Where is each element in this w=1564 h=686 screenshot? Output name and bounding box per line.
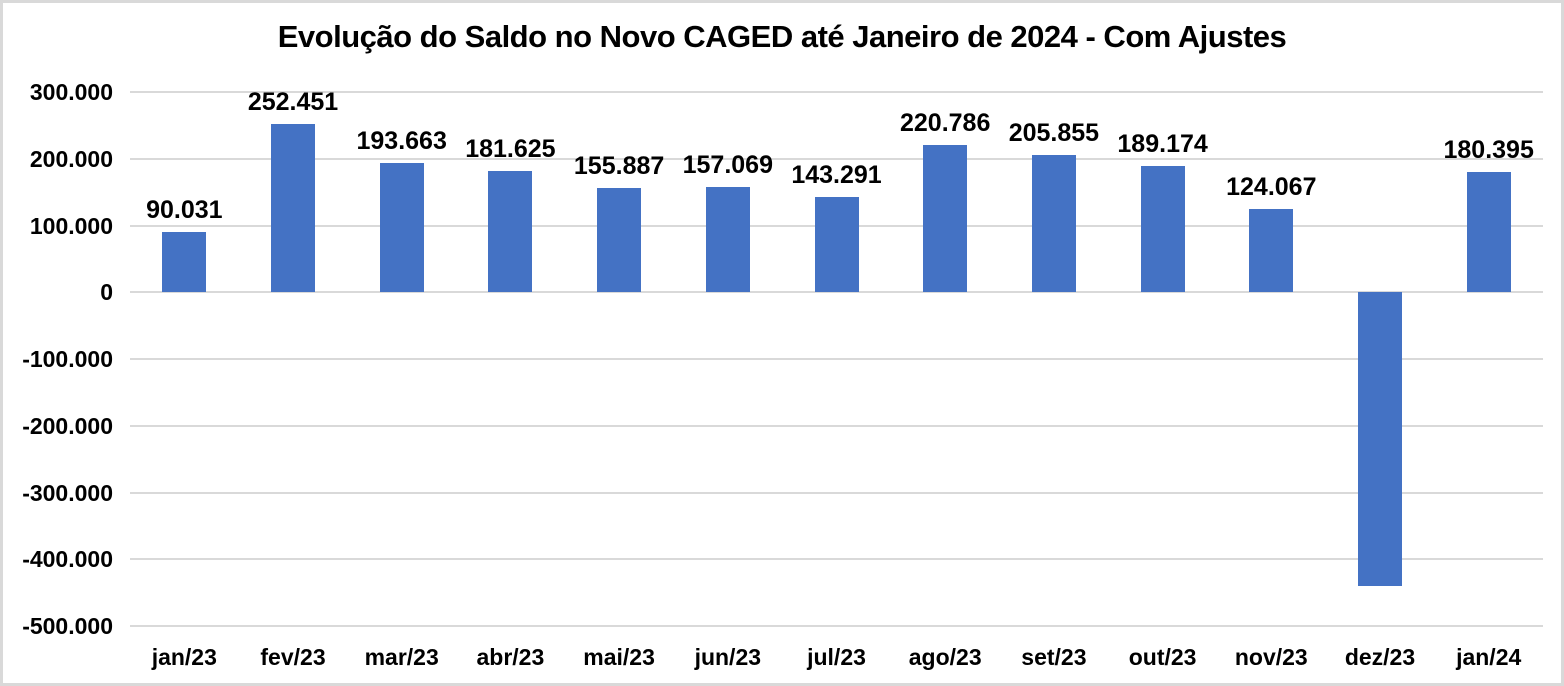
- gridline: [130, 424, 1543, 427]
- x-axis-category-label: mai/23: [583, 644, 655, 670]
- bar-dez-23: [1358, 292, 1402, 586]
- data-label: 193.663: [356, 127, 447, 155]
- x-axis-category-label: nov/23: [1234, 644, 1308, 670]
- data-label: 252.451: [247, 87, 339, 116]
- data-label: 90.031: [146, 196, 223, 225]
- chart-title: Evolução do Saldo no Novo CAGED até Jane…: [277, 19, 1287, 54]
- y-axis-tick-label: -100.000: [22, 346, 113, 372]
- x-axis-category-label: jul/23: [807, 644, 866, 670]
- data-label: 189.174: [1117, 130, 1208, 158]
- x-axis-category-label: abr/23: [476, 644, 545, 670]
- x-axis-category-label: jan/23: [151, 644, 217, 670]
- y-axis-tick-label: -400.000: [22, 546, 113, 573]
- y-axis-tick-label: 0: [100, 279, 113, 306]
- y-axis-tick-label: -200.000: [22, 412, 113, 439]
- data-label: 181.625: [465, 135, 556, 163]
- x-axis-category-label: dez/23: [1344, 644, 1416, 670]
- bar-set-23: [1031, 154, 1076, 293]
- data-label: 180.395: [1443, 135, 1534, 164]
- x-axis-category-label: mar/23: [364, 644, 439, 670]
- bar-jun-23: [705, 187, 750, 293]
- x-axis-category-label: set/23: [1021, 644, 1087, 670]
- bar-mar-23: [379, 163, 424, 293]
- x-axis-category-label: ago/23: [908, 644, 982, 670]
- bar-fev-23: [271, 123, 315, 293]
- y-axis-tick-label: 300.000: [29, 79, 113, 105]
- data-label: 155.887: [573, 152, 665, 181]
- data-label: 205.855: [1008, 118, 1100, 147]
- x-axis-category-label: fev/23: [260, 644, 326, 670]
- y-axis-tick-label: 200.000: [29, 145, 113, 172]
- gridline: [130, 291, 1543, 294]
- y-axis-tick-label: -500.000: [22, 613, 113, 639]
- y-axis-tick-label: 100.000: [29, 212, 113, 239]
- bar-jul-23: [814, 196, 859, 293]
- data-label: 124.067: [1226, 173, 1317, 202]
- bar-jan-24: [1466, 171, 1511, 293]
- gridline: [130, 91, 1543, 93]
- bar-nov-23: [1249, 209, 1294, 293]
- data-label: 157.069: [682, 151, 773, 180]
- bar-out-23: [1140, 166, 1185, 293]
- bar-abr-23: [488, 171, 533, 293]
- gridline: [130, 358, 1543, 360]
- y-axis-tick-label: -300.000: [22, 479, 113, 506]
- data-label: 220.786: [900, 108, 991, 137]
- x-axis-category-label: out/23: [1128, 644, 1197, 670]
- x-axis-category-label: jun/23: [694, 644, 762, 670]
- gridline: [130, 491, 1543, 494]
- bar-jan-23: [162, 232, 207, 293]
- bar-ago-23: [923, 144, 968, 293]
- gridline: [130, 625, 1543, 627]
- x-axis-category-label: jan/24: [1456, 644, 1522, 670]
- data-label: 143.291: [791, 160, 882, 189]
- bar-mai-23: [597, 188, 642, 293]
- gridline: [130, 558, 1543, 561]
- gridline: [130, 157, 1543, 160]
